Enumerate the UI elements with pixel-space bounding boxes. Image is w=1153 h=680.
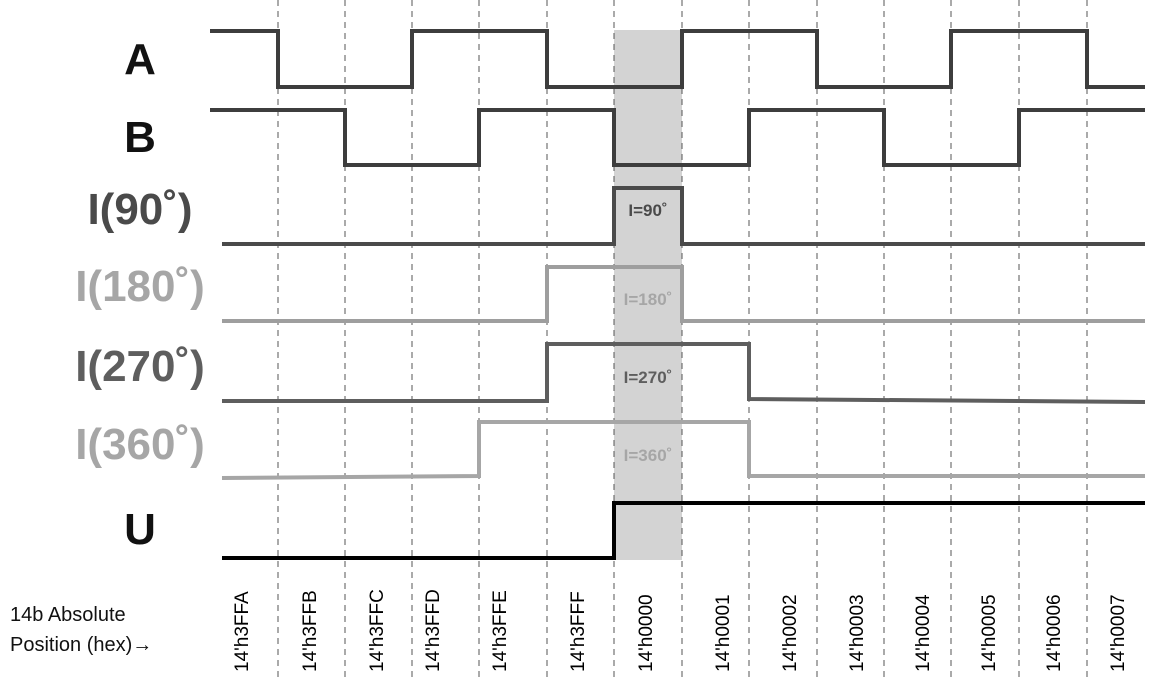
waveform-i360 bbox=[221, 420, 1145, 480]
position-label-0006: 14'h0006 bbox=[1044, 594, 1065, 672]
signal-label-u: U bbox=[124, 505, 156, 554]
axis-caption-line1: 14b Absolute bbox=[10, 604, 126, 626]
signal-label-i360: I(360˚) bbox=[75, 420, 205, 469]
position-label-0005: 14'h0005 bbox=[979, 594, 1000, 672]
pulse-label-i180: I=180˚ bbox=[624, 290, 673, 309]
position-label-0002: 14'h0002 bbox=[780, 594, 801, 672]
position-label-0004: 14'h0004 bbox=[913, 594, 934, 672]
grid-lines bbox=[277, 0, 1088, 680]
position-label-3ffb: 14'h3FFB bbox=[300, 590, 321, 672]
waveform-i180 bbox=[222, 265, 1145, 323]
signal-label-i180: I(180˚) bbox=[75, 262, 205, 311]
signal-label-a: A bbox=[124, 35, 156, 84]
position-label-3ffe: 14'h3FFE bbox=[490, 590, 511, 672]
position-label-3fff: 14'h3FFF bbox=[568, 591, 589, 672]
position-label-3ffa: 14'h3FFA bbox=[232, 591, 253, 672]
pulse-label-i270: I=270˚ bbox=[624, 368, 673, 387]
pulse-label-i360: I=360˚ bbox=[624, 446, 673, 465]
position-label-0001: 14'h0001 bbox=[713, 594, 734, 672]
position-label-0000: 14'h0000 bbox=[636, 594, 657, 672]
signal-label-b: B bbox=[124, 113, 156, 162]
waveform-a bbox=[210, 29, 1145, 89]
waveform-b bbox=[210, 108, 1145, 167]
waveform-i90 bbox=[222, 186, 1145, 246]
waveform-i270 bbox=[222, 342, 1146, 404]
index-highlight-band bbox=[614, 30, 682, 560]
waveform-u bbox=[222, 501, 1145, 560]
position-label-0007: 14'h0007 bbox=[1108, 594, 1129, 672]
position-label-3ffd: 14'h3FFD bbox=[423, 589, 444, 672]
signal-label-i90: I(90˚) bbox=[87, 185, 193, 234]
signal-label-i270: I(270˚) bbox=[75, 342, 205, 391]
position-label-3ffc: 14'h3FFC bbox=[367, 589, 388, 672]
pulse-label-i90: I=90˚ bbox=[628, 201, 667, 220]
position-label-0003: 14'h0003 bbox=[847, 594, 868, 672]
axis-caption: 14b Absolute Position (hex)→ bbox=[10, 600, 152, 660]
axis-caption-line2: Position (hex)→ bbox=[10, 634, 153, 656]
